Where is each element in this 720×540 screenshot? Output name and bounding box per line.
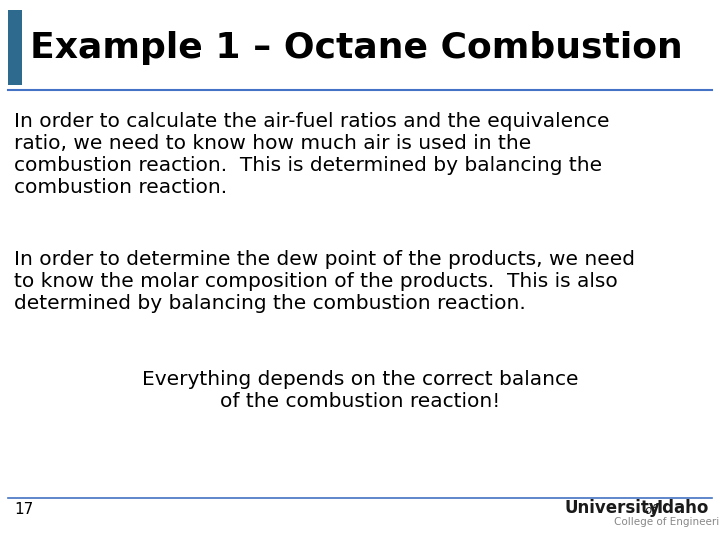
Text: Idaho: Idaho (657, 499, 709, 517)
Text: College of Engineering: College of Engineering (614, 517, 720, 527)
Text: University: University (564, 499, 660, 517)
Text: to know the molar composition of the products.  This is also: to know the molar composition of the pro… (14, 272, 618, 291)
Text: ratio, we need to know how much air is used in the: ratio, we need to know how much air is u… (14, 134, 531, 153)
Text: Everything depends on the correct balance: Everything depends on the correct balanc… (142, 370, 578, 389)
Text: In order to calculate the air-fuel ratios and the equivalence: In order to calculate the air-fuel ratio… (14, 112, 610, 131)
Text: combustion reaction.: combustion reaction. (14, 178, 227, 197)
Text: In order to determine the dew point of the products, we need: In order to determine the dew point of t… (14, 250, 635, 269)
Text: of: of (644, 503, 655, 516)
Text: Example 1 – Octane Combustion: Example 1 – Octane Combustion (30, 31, 683, 65)
FancyBboxPatch shape (8, 10, 22, 85)
Text: combustion reaction.  This is determined by balancing the: combustion reaction. This is determined … (14, 156, 602, 175)
Text: determined by balancing the combustion reaction.: determined by balancing the combustion r… (14, 294, 526, 313)
Text: of the combustion reaction!: of the combustion reaction! (220, 392, 500, 411)
Text: 17: 17 (14, 503, 33, 517)
